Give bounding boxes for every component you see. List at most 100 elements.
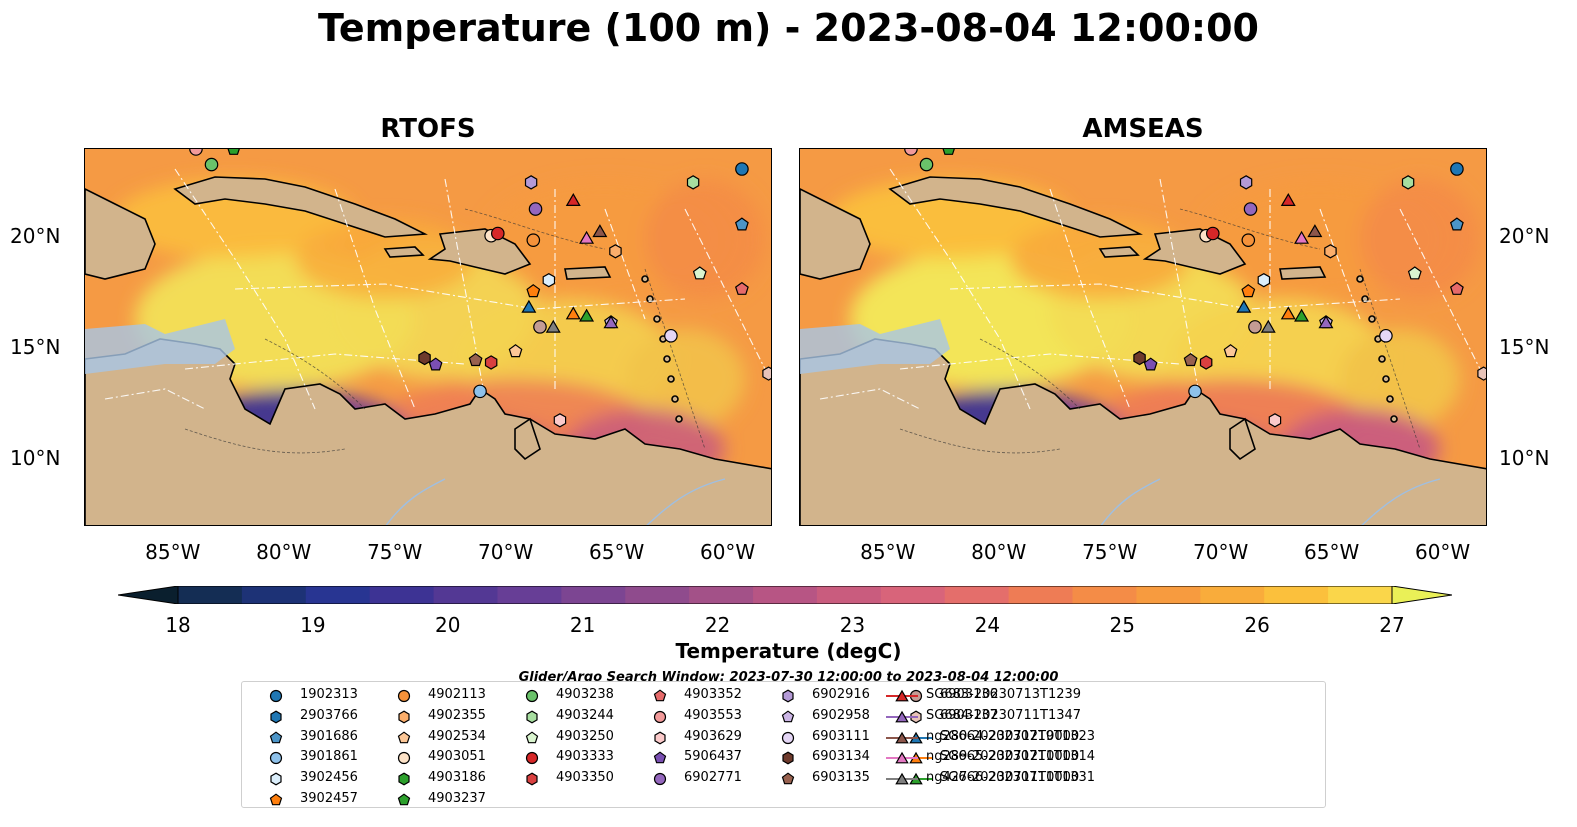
legend-label: 4903238: [556, 687, 614, 702]
lon-tick-label: 70°W: [1193, 540, 1249, 564]
marker-4903333[interactable]: [1205, 226, 1220, 241]
legend-marker-hexagon: [782, 751, 794, 765]
colorbar-segment: [944, 586, 1010, 604]
lon-tick-label: 85°W: [860, 540, 916, 564]
marker-SG684-20230711T1347[interactable]: [1318, 315, 1334, 329]
marker-4903553[interactable]: [904, 149, 918, 156]
legend-label: 6903137: [940, 707, 998, 723]
lon-tick-label: 70°W: [478, 540, 534, 564]
marker-6902771[interactable]: [528, 202, 543, 216]
marker-4903244[interactable]: [1401, 175, 1415, 190]
colorbar-segment: [433, 586, 498, 604]
marker-6903136[interactable]: [533, 320, 547, 334]
marker-1902313[interactable]: [735, 162, 749, 176]
marker-SG666-20230711T1331[interactable]: [579, 308, 595, 322]
marker-4903250[interactable]: [692, 266, 707, 280]
map-panel-rtofs[interactable]: [84, 148, 772, 526]
colorbar-segment: [241, 586, 307, 604]
legend-marker-pentagon: [781, 772, 795, 785]
marker-4903244[interactable]: [686, 175, 700, 190]
legend-label: ng280-20230712T0000: [926, 728, 1080, 744]
marker-4903238[interactable]: [204, 157, 219, 172]
marker-6903136[interactable]: [1248, 320, 1262, 334]
marker-4903237[interactable]: [227, 149, 240, 155]
marker-4903629[interactable]: [1268, 413, 1282, 428]
marker-6902916[interactable]: [524, 175, 538, 190]
marker-4903237[interactable]: [942, 149, 955, 155]
marker-SG665-20230711T1314[interactable]: [565, 306, 581, 320]
marker-4903553[interactable]: [189, 149, 203, 156]
colorbar-extend-high: [1391, 586, 1452, 604]
legend-marker-circle: [269, 752, 283, 765]
colorbar-tick-label: 20: [435, 613, 461, 637]
legend-marker-triangle: [886, 710, 918, 723]
marker-4903238[interactable]: [919, 157, 934, 172]
marker-3901861[interactable]: [473, 384, 487, 399]
marker-3901686[interactable]: [1449, 217, 1464, 231]
lat-tick-label: 10°N: [10, 446, 61, 471]
platform-markers: [189, 149, 772, 428]
colorbar-segment: [689, 586, 754, 604]
marker-3901686[interactable]: [734, 217, 749, 231]
marker-4902113[interactable]: [526, 233, 541, 247]
lon-tick-label: 65°W: [589, 540, 645, 564]
marker-6903111[interactable]: [1379, 328, 1393, 343]
marker-ng289-20230712T0000[interactable]: [579, 230, 595, 244]
marker-4903350[interactable]: [484, 355, 498, 370]
legend-label: 6902958: [812, 707, 870, 723]
marker-6903135[interactable]: [468, 352, 483, 367]
marker-4903350[interactable]: [1199, 355, 1213, 370]
legend-label: 4903350: [556, 770, 614, 786]
legend-marker-pentagon: [653, 689, 667, 702]
legend-label: 4903051: [428, 749, 486, 765]
marker-6903137[interactable]: [1477, 366, 1487, 381]
colorbar-extend-low: [118, 586, 179, 604]
marker-SG665-20230711T1314[interactable]: [1280, 306, 1296, 320]
marker-4903352[interactable]: [734, 281, 749, 295]
marker-4903352[interactable]: [1449, 281, 1464, 295]
marker-4903250[interactable]: [1407, 266, 1422, 280]
marker-3902456[interactable]: [1257, 273, 1271, 288]
marker-ng427-20230711T0000[interactable]: [1260, 319, 1276, 333]
marker-4902355[interactable]: [1324, 244, 1337, 259]
lat-tick-label: 20°N: [10, 223, 61, 248]
map-panel-amseas[interactable]: [799, 148, 1487, 526]
marker-4903333[interactable]: [490, 226, 505, 241]
marker-3902456[interactable]: [542, 273, 556, 288]
marker-3902457[interactable]: [526, 284, 541, 298]
marker-6903134[interactable]: [418, 350, 431, 366]
legend-marker-hexagon: [398, 772, 410, 786]
marker-SG664-20230719T1323[interactable]: [1236, 299, 1252, 313]
colorbar-segment: [1136, 586, 1201, 604]
marker-6903134[interactable]: [1133, 350, 1146, 366]
marker-3902457[interactable]: [1241, 284, 1256, 298]
marker-ng289-20230712T0000[interactable]: [1294, 230, 1310, 244]
marker-5906437[interactable]: [1143, 357, 1158, 371]
marker-4903629[interactable]: [553, 413, 567, 428]
marker-SG684-20230711T1347[interactable]: [603, 315, 619, 329]
marker-ng280-20230712T0000[interactable]: [1307, 224, 1323, 238]
marker-4902534[interactable]: [1223, 344, 1238, 358]
marker-4902113[interactable]: [1241, 233, 1256, 247]
marker-6902771[interactable]: [1243, 202, 1258, 216]
marker-ng427-20230711T0000[interactable]: [545, 319, 561, 333]
legend-marker-circle: [653, 773, 667, 786]
marker-ng280-20230712T0000[interactable]: [592, 224, 608, 238]
marker-6902916[interactable]: [1239, 175, 1253, 190]
marker-SG683-20230713T1239[interactable]: [565, 192, 581, 207]
colorbar-segment: [1264, 586, 1329, 604]
legend-label: ng289-20230712T0000: [926, 749, 1080, 765]
marker-6903111[interactable]: [664, 328, 678, 343]
marker-6903135[interactable]: [1183, 352, 1198, 367]
marker-5906437[interactable]: [428, 357, 443, 371]
legend-marker-hexagon: [270, 710, 282, 724]
marker-SG683-20230713T1239[interactable]: [1280, 192, 1296, 207]
marker-4902355[interactable]: [609, 244, 622, 259]
marker-SG664-20230719T1323[interactable]: [521, 299, 537, 313]
marker-6903137[interactable]: [762, 366, 772, 381]
marker-3901861[interactable]: [1188, 384, 1202, 399]
marker-1902313[interactable]: [1450, 162, 1464, 176]
legend-marker-triangle: [886, 731, 918, 743]
marker-SG666-20230711T1331[interactable]: [1294, 308, 1310, 322]
marker-4902534[interactable]: [508, 344, 523, 358]
